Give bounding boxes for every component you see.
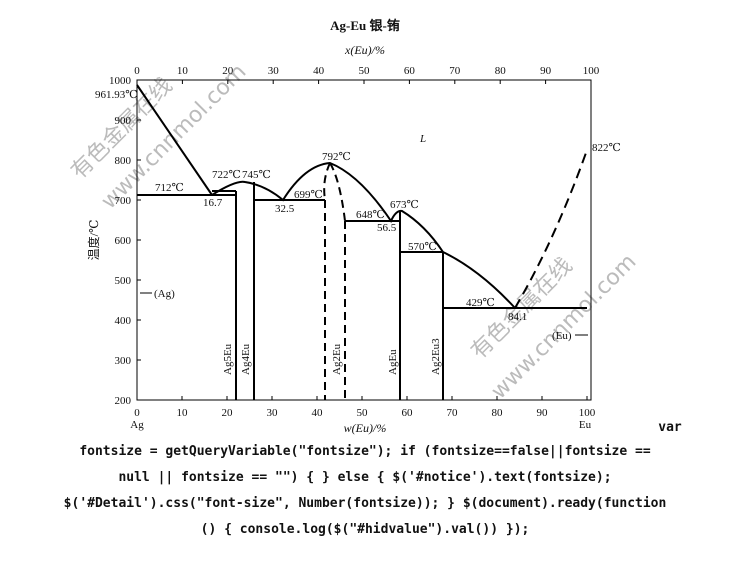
code-text: null || fontsize == "") { } else { $('#n… [118,470,612,485]
annotation: 745℃ [242,169,271,181]
annotation: 673℃ [390,199,419,211]
y-tick-label: 800 [115,155,132,167]
x-tick-label: 20 [222,65,234,77]
code-text: () { console.log($("#hidvalue").val()) }… [200,522,530,537]
y-tick-label: 600 [115,235,132,247]
liquidus [211,161,516,309]
x-tick-label: 80 [495,65,507,77]
x-tick-label: 60 [402,407,414,419]
x-tick-label: 70 [447,407,459,419]
top-axis-label: x(Eu)/% [344,43,385,57]
annotation: 712℃ [155,182,184,194]
annotation: 792℃ [322,151,351,163]
y-tick-label: 300 [115,355,132,367]
annotation: 429℃ [466,297,495,309]
annotation: 570℃ [408,241,437,253]
x-tick-label: 100 [583,65,600,77]
y-tick-label: 700 [115,195,132,207]
annotation: (Ag) [154,288,175,300]
x-tick-label: 50 [359,65,371,77]
x-tick-label: 60 [404,65,416,77]
annotation: (Eu) [552,330,572,342]
phase-label: Ag2Eu [331,343,343,375]
x-tick-label: 10 [177,65,189,77]
code-text: $('#Detail').css("font-size", Number(fon… [63,496,667,511]
x-tick-label: 20 [222,407,234,419]
x-tick-label: 30 [267,407,279,419]
code-text: fontsize = getQueryVariable("fontsize");… [79,444,651,459]
x-tick-label: 10 [177,407,189,419]
x-tick-label: 30 [268,65,280,77]
annotation: 56.5 [377,222,397,234]
x-tick-label: 80 [492,407,504,419]
y-tick-label: 200 [115,395,132,407]
phase-diagram: 有色金属在线 www.cnnmol.com 有色金属在线 www.cnnmol.… [67,18,642,435]
annotation: 32.5 [275,203,295,215]
title: Ag-Eu 银-铕 [330,18,400,33]
annotation: 699℃ [294,189,323,201]
x-tick-label: 90 [537,407,549,419]
annotation: 16.7 [203,197,223,209]
annotation: 961.93℃ [95,89,138,101]
code-text: var [658,420,682,435]
x-tick-label: 50 [357,407,369,419]
x-tick-label: 70 [449,65,461,77]
annotation: 84.1 [508,311,527,323]
liquidus-dashed [514,149,588,309]
end-label: Eu [579,419,592,431]
annotation: 722℃ [212,169,241,181]
y-tick-label: 400 [115,315,132,327]
curves [136,84,588,400]
liquidus [136,84,213,196]
phase-label: Ag2Eu3 [430,338,442,375]
x-tick-label: 100 [579,407,596,419]
phase-label: Ag4Eu [240,343,252,375]
phase-label: AgEu [387,349,399,375]
x-tick-label: 40 [313,65,325,77]
bottom-axis-label: w(Eu)/% [344,421,387,435]
annotation: 648℃ [356,209,385,221]
x-tick-label: 0 [134,407,140,419]
y-tick-label: 500 [115,275,132,287]
annotation: L [419,133,426,145]
y-tick-label: 900 [115,115,132,127]
x-tick-label: 40 [312,407,324,419]
annotation: 822℃ [592,142,621,154]
x-tick-label: 0 [134,65,140,77]
x-tick-label: 90 [540,65,552,77]
y-axis-label: 温度/℃ [86,220,101,261]
end-label: Ag [130,419,144,431]
dashed-curve [323,162,346,222]
phase-label: Ag5Eu [222,343,234,375]
y-tick-label: 1000 [109,75,132,87]
